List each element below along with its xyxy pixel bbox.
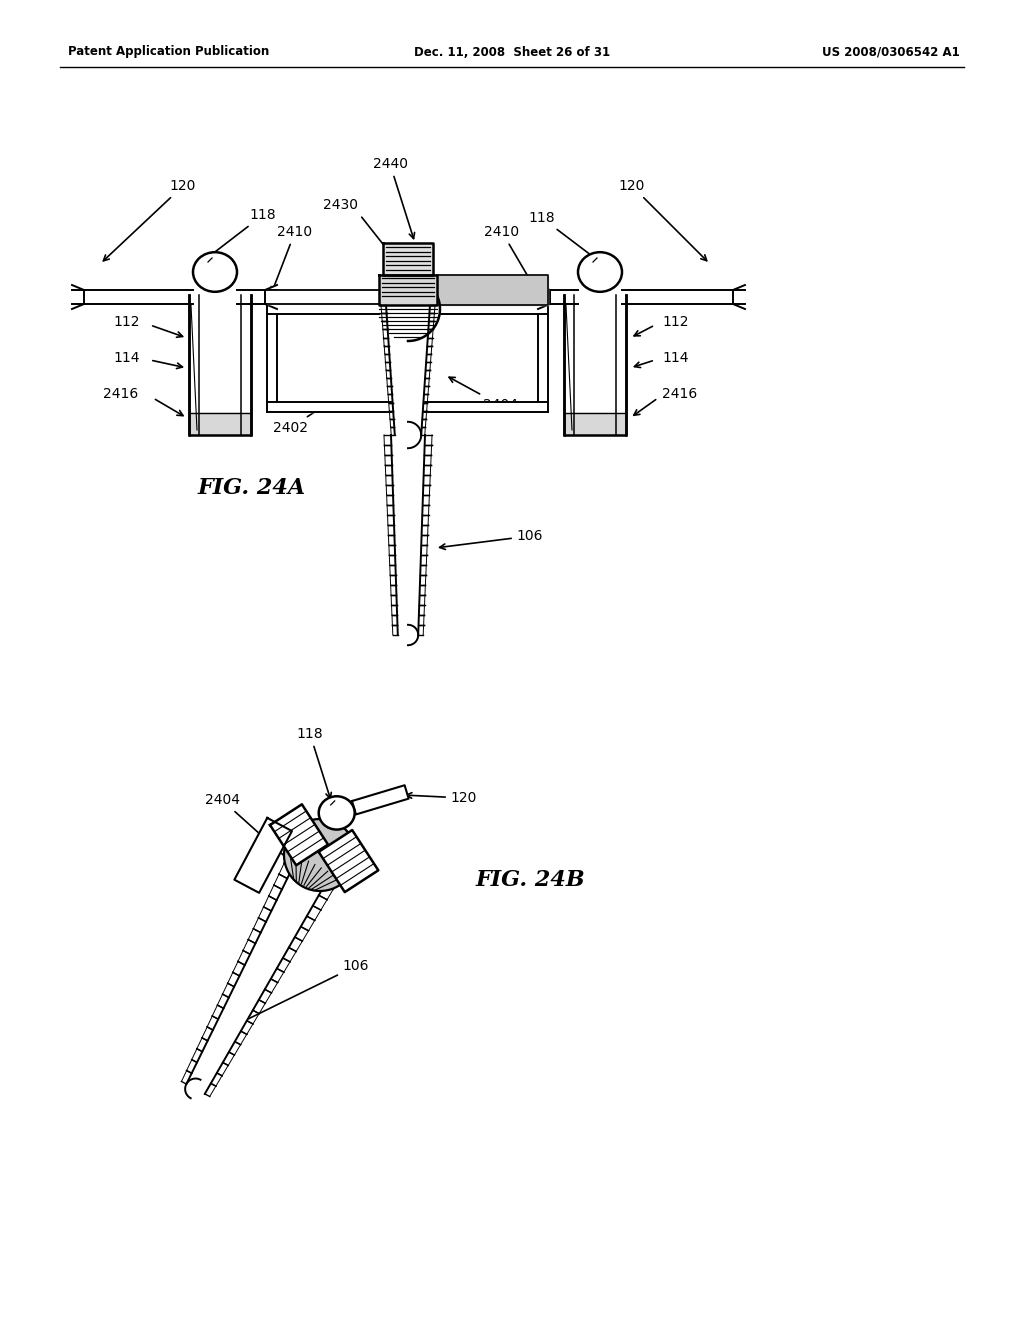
Text: 114: 114: [114, 351, 140, 366]
Polygon shape: [564, 413, 626, 436]
Text: FIG. 24B: FIG. 24B: [475, 869, 585, 891]
Ellipse shape: [578, 252, 622, 292]
Polygon shape: [267, 403, 548, 412]
Polygon shape: [395, 422, 421, 449]
Polygon shape: [616, 294, 626, 436]
Polygon shape: [237, 290, 278, 304]
Polygon shape: [267, 290, 379, 304]
Polygon shape: [538, 304, 548, 412]
Text: 112: 112: [114, 315, 140, 329]
Text: 120: 120: [407, 791, 477, 805]
Text: Patent Application Publication: Patent Application Publication: [68, 45, 269, 58]
Polygon shape: [352, 785, 409, 814]
Polygon shape: [391, 436, 425, 635]
Text: 2404: 2404: [450, 378, 517, 412]
Text: 106: 106: [220, 960, 370, 1034]
Text: 2410: 2410: [271, 224, 312, 293]
Text: 118: 118: [297, 727, 332, 799]
Polygon shape: [397, 624, 418, 645]
Text: 2430: 2430: [323, 198, 357, 213]
Polygon shape: [270, 804, 328, 866]
Text: FIG. 24A: FIG. 24A: [198, 477, 306, 499]
Polygon shape: [267, 304, 278, 412]
Text: 114: 114: [662, 351, 688, 366]
Polygon shape: [318, 830, 378, 892]
Polygon shape: [284, 818, 356, 891]
Polygon shape: [622, 290, 745, 304]
Polygon shape: [186, 846, 337, 1094]
Polygon shape: [241, 294, 251, 436]
Polygon shape: [267, 304, 548, 314]
Polygon shape: [185, 1078, 205, 1098]
Polygon shape: [538, 285, 550, 309]
Polygon shape: [376, 277, 440, 341]
Text: 106: 106: [439, 529, 544, 549]
Polygon shape: [538, 290, 578, 304]
Polygon shape: [189, 413, 251, 436]
Text: 120: 120: [618, 180, 707, 261]
Text: 112: 112: [662, 315, 688, 329]
Text: 2404: 2404: [205, 793, 297, 867]
Text: 118: 118: [202, 209, 276, 263]
Polygon shape: [379, 275, 437, 305]
Polygon shape: [386, 305, 430, 436]
Polygon shape: [564, 294, 574, 436]
Polygon shape: [265, 285, 278, 309]
Text: Dec. 11, 2008  Sheet 26 of 31: Dec. 11, 2008 Sheet 26 of 31: [414, 45, 610, 58]
Polygon shape: [437, 275, 548, 305]
Ellipse shape: [318, 796, 354, 829]
Polygon shape: [189, 294, 199, 436]
Text: 2416: 2416: [102, 387, 138, 401]
Text: 118: 118: [528, 211, 600, 263]
Polygon shape: [383, 243, 433, 275]
Polygon shape: [72, 290, 193, 304]
Text: 120: 120: [103, 180, 197, 261]
Text: 2410: 2410: [484, 224, 538, 293]
Ellipse shape: [193, 252, 237, 292]
Text: 2402: 2402: [272, 404, 326, 436]
Polygon shape: [733, 285, 745, 309]
Polygon shape: [234, 818, 292, 892]
Text: US 2008/0306542 A1: US 2008/0306542 A1: [822, 45, 961, 58]
Text: 2416: 2416: [662, 387, 697, 401]
Text: 2440: 2440: [373, 157, 415, 239]
Polygon shape: [72, 285, 84, 309]
